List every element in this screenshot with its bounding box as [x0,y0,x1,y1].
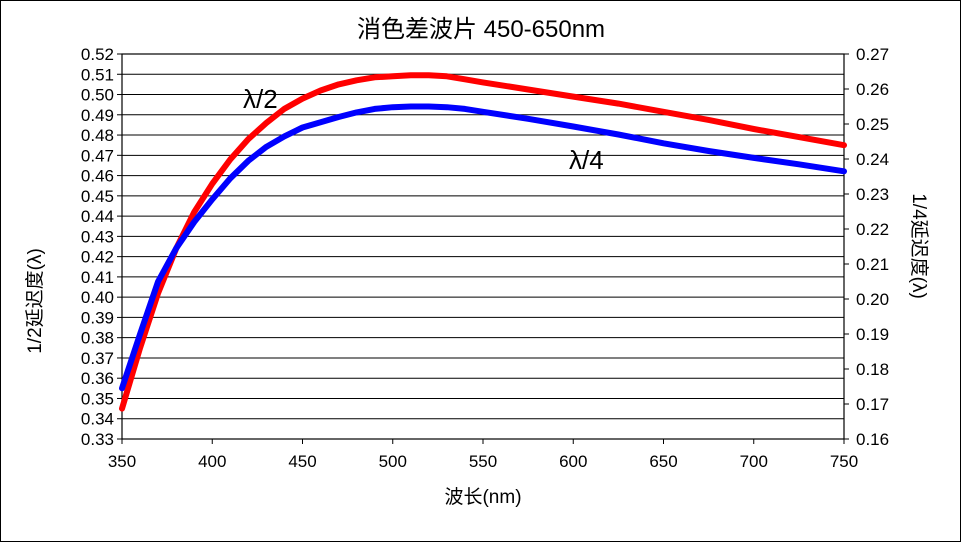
y-left-tick-label: 0.43 [81,227,114,246]
y-left-axis-ticks: 0.330.34 0.350.360.370.38 0.390.400.410.42… [81,45,122,449]
y-right-tick-label: 0.22 [856,220,889,239]
y-left-tick-label: 0.40 [81,288,114,307]
y-left-tick-label: 0.45 [81,187,114,206]
y-right-tick-label: 0.17 [856,395,889,414]
y-right-tick-label: 0.23 [856,185,889,204]
y-left-tick-label: 0.51 [81,65,114,84]
y-right-tick-label: 0.27 [856,45,889,64]
y-right-tick-label: 0.24 [856,150,889,169]
x-axis-ticks: 350 400 450 500 550 600 650 700 750 [108,439,858,471]
y-right-tick-label: 0.25 [856,115,889,134]
x-axis-label: 波长(nm) [444,486,521,508]
y-left-tick-label: 0.52 [81,45,114,64]
x-tick-label: 400 [198,452,226,471]
x-tick-label: 500 [379,452,407,471]
y-left-tick-label: 0.38 [81,329,114,348]
y-left-tick-label: 0.47 [81,146,114,165]
y-right-tick-label: 0.26 [856,80,889,99]
y-right-tick-label: 0.19 [856,325,889,344]
chart-title: 消色差波片 450-650nm [357,16,605,43]
y-right-axis-ticks: 0.16 0.17 0.18 0.19 0.20 0.21 0.22 0.23 0.24 0.25… [844,45,889,449]
y-left-tick-label: 0.33 [81,430,114,449]
y-left-tick-label: 0.50 [81,86,114,105]
y-right-tick-label: 0.21 [856,255,889,274]
x-tick-label: 350 [108,452,136,471]
y-left-tick-label: 0.44 [81,207,114,226]
x-tick-label: 600 [559,452,587,471]
y-right-axis-label: 1/4延迟度(λ) [908,193,930,299]
y-right-tick-label: 0.16 [856,430,889,449]
x-tick-label: 450 [288,452,316,471]
series-line-half-wave [119,72,847,412]
y-left-tick-label: 0.36 [81,369,114,388]
y-left-tick-label: 0.37 [81,349,114,368]
y-left-tick-label: 0.34 [81,410,114,429]
x-tick-label: 700 [740,452,768,471]
y-left-tick-label: 0.39 [81,308,114,327]
x-tick-label: 750 [830,452,858,471]
series-line-quarter-wave [119,103,847,392]
y-right-tick-label: 0.20 [856,290,889,309]
series-label-half-wave: λ/2 [243,84,278,114]
series-label-quarter-wave: λ/4 [569,145,604,175]
series-group [119,72,847,412]
y-left-tick-label: 0.41 [81,268,114,287]
y-left-tick-label: 0.46 [81,167,114,186]
y-left-tick-label: 0.42 [81,248,114,267]
y-right-tick-label: 0.18 [856,360,889,379]
y-left-axis-label: 1/2延迟度(λ) [24,248,46,354]
x-tick-label: 650 [649,452,677,471]
y-left-tick-label: 0.49 [81,106,114,125]
y-left-tick-label: 0.35 [81,389,114,408]
y-left-tick-label: 0.48 [81,126,114,145]
x-tick-label: 550 [469,452,497,471]
